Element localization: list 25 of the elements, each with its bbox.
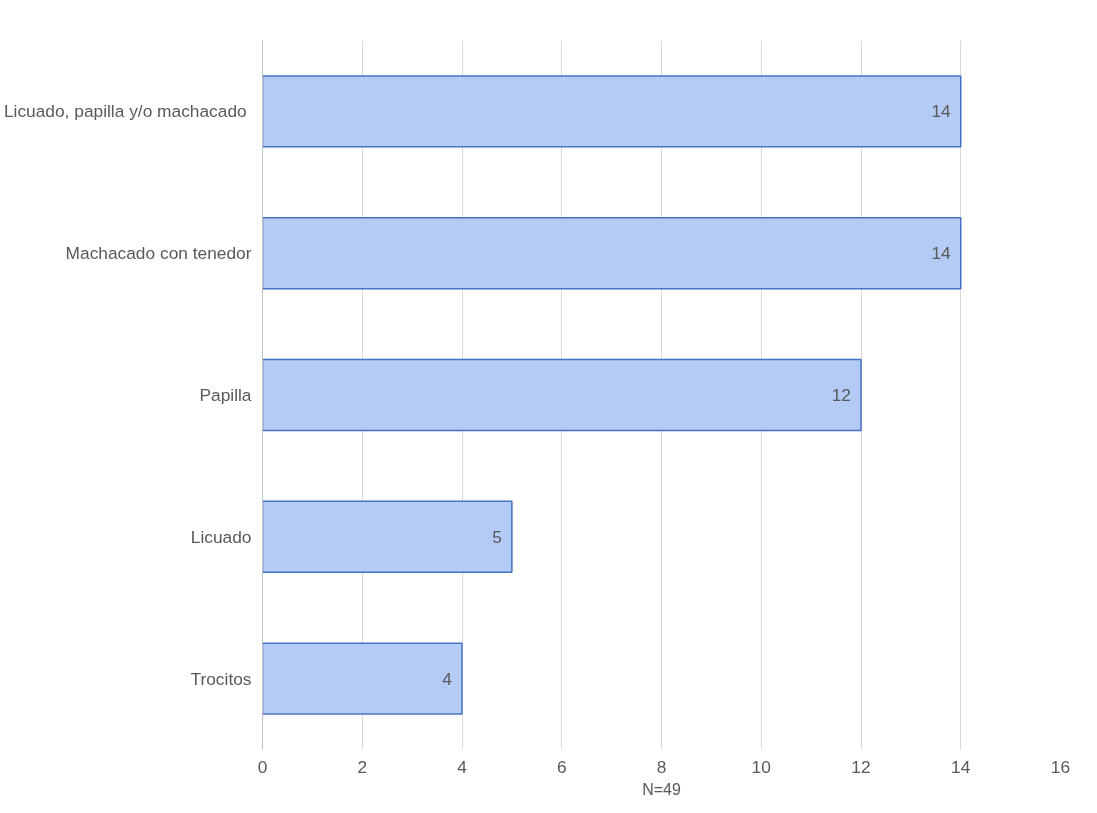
bar — [262, 217, 962, 290]
x-tick-label: 12 — [851, 756, 871, 777]
data-label: 14 — [931, 101, 952, 122]
x-tick-label: 14 — [951, 756, 971, 777]
data-label: 5 — [492, 526, 502, 547]
bar — [262, 75, 962, 148]
bar — [262, 642, 463, 715]
x-tick-label: 16 — [1050, 756, 1071, 777]
x-tick-label: 8 — [656, 756, 667, 777]
x-tick-label: 2 — [357, 756, 368, 777]
x-tick-label: 4 — [457, 756, 468, 777]
data-label: 4 — [442, 668, 453, 689]
y-tick-label: Papilla — [199, 385, 252, 405]
bar — [262, 500, 513, 573]
x-tick-label: 10 — [751, 756, 771, 777]
bar — [262, 358, 862, 432]
data-label: 12 — [831, 385, 852, 405]
x-axis-title: N=49 — [642, 780, 681, 798]
y-tick-label: Machacado con tenedor — [65, 243, 252, 264]
y-tick-label: Licuado, papilla y/o machacado — [3, 101, 247, 122]
y-tick-label: Trocitos — [190, 668, 252, 689]
x-tick-label: 6 — [556, 756, 567, 777]
x-tick-label: 0 — [257, 756, 268, 777]
y-tick-label: Licuado — [190, 526, 252, 547]
data-label: 14 — [931, 243, 952, 264]
